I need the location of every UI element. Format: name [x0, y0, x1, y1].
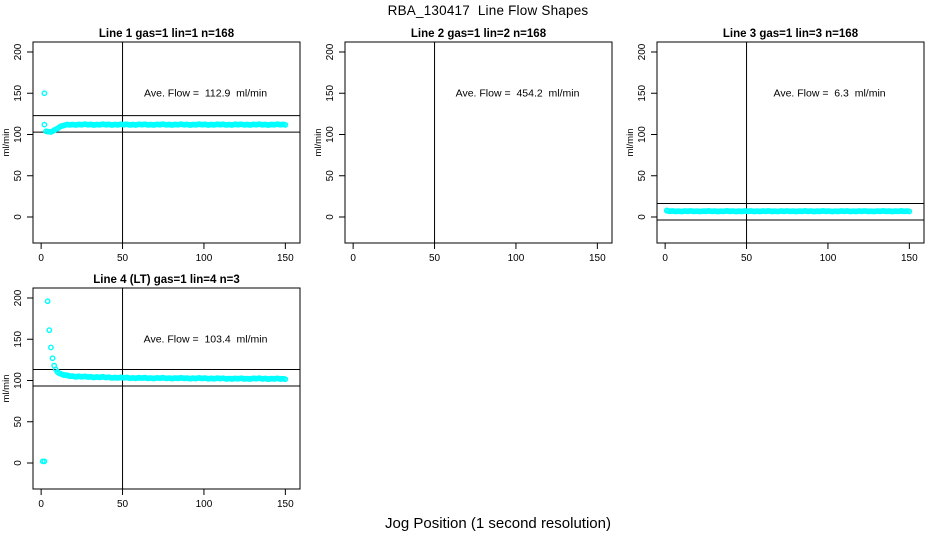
data-point — [41, 90, 48, 97]
y-axis-tick-label: 100 — [325, 126, 336, 143]
x-axis-tick-label: 150 — [277, 499, 294, 510]
data-point — [282, 376, 289, 383]
y-axis-label: ml/min — [1, 129, 12, 157]
y-axis-tick-label: 0 — [637, 214, 648, 220]
panel-line1: Line 1 gas=1 lin=1 n=168 Ave. Flow = 112.… — [0, 22, 312, 268]
x-axis-tick-label: 100 — [508, 253, 525, 264]
data-point — [906, 208, 913, 215]
y-axis-tick-label: 200 — [13, 289, 24, 306]
x-axis-tick-label: 50 — [741, 253, 753, 264]
y-axis-tick-label: 150 — [13, 330, 24, 347]
plot-box — [344, 41, 613, 244]
x-axis-tick-label: 0 — [350, 253, 356, 264]
y-axis-tick-label: 0 — [325, 214, 336, 220]
panel-title: Line 1 gas=1 lin=1 n=168 — [99, 28, 235, 40]
y-axis-tick-label: 50 — [13, 170, 24, 182]
y-axis-label: ml/min — [1, 375, 12, 403]
x-axis-tick-label: 100 — [196, 499, 213, 510]
data-point — [44, 298, 51, 305]
panel-title: Line 4 (LT) gas=1 lin=4 n=3 — [93, 274, 239, 286]
data-point — [41, 458, 48, 465]
panel-title: Line 3 gas=1 lin=3 n=168 — [723, 28, 859, 40]
y-axis-tick-label: 150 — [13, 84, 24, 101]
x-axis-tick-label: 150 — [589, 253, 606, 264]
x-axis-tick-label: 100 — [196, 253, 213, 264]
panel-line4: Line 4 (LT) gas=1 lin=4 n=3 Ave. Flow = 1… — [0, 268, 312, 514]
ave-flow-annotation: Ave. Flow = 454.2 ml/min — [456, 88, 580, 100]
data-point — [41, 121, 48, 128]
figure-xlabel: Jog Position (1 second resolution) — [385, 515, 611, 532]
y-axis-tick-label: 50 — [325, 170, 336, 182]
data-point — [49, 355, 56, 362]
panel-line3: Line 3 gas=1 lin=3 n=168 Ave. Flow = 6.3 … — [624, 22, 936, 268]
data-point — [46, 327, 53, 334]
y-axis-tick-label: 200 — [13, 43, 24, 60]
y-axis-tick-label: 100 — [13, 126, 24, 143]
x-axis-tick-label: 150 — [901, 253, 918, 264]
panel-line3-plot: Line 3 gas=1 lin=3 n=168 Ave. Flow = 6.3 … — [625, 28, 925, 264]
x-axis-tick-label: 0 — [38, 253, 44, 264]
y-axis-label: ml/min — [625, 129, 636, 157]
panel-title: Line 2 gas=1 lin=2 n=168 — [411, 28, 547, 40]
panel-line2: Line 2 gas=1 lin=2 n=168 Ave. Flow = 454.… — [312, 22, 624, 268]
data-points — [39, 298, 289, 465]
ave-flow-annotation: Ave. Flow = 112.9 ml/min — [144, 88, 267, 100]
y-axis-tick-label: 100 — [637, 126, 648, 143]
y-axis-label: ml/min — [313, 129, 324, 157]
panel-line2-plot: Line 2 gas=1 lin=2 n=168 Ave. Flow = 454.… — [313, 28, 613, 264]
data-point — [48, 344, 54, 351]
y-axis-tick-label: 150 — [325, 84, 336, 101]
panel-line1-plot: Line 1 gas=1 lin=1 n=168 Ave. Flow = 112.… — [1, 28, 301, 264]
data-points — [663, 207, 913, 215]
x-axis-tick-label: 0 — [38, 499, 44, 510]
y-axis-tick-label: 0 — [13, 214, 24, 220]
y-axis-tick-label: 150 — [637, 84, 648, 101]
y-axis-tick-label: 50 — [637, 170, 648, 182]
ave-flow-annotation: Ave. Flow = 103.4 ml/min — [144, 334, 268, 346]
y-axis-tick-label: 0 — [13, 460, 24, 466]
y-axis-tick-label: 100 — [13, 372, 24, 389]
x-axis-tick-label: 50 — [429, 253, 441, 264]
x-axis-tick-label: 50 — [117, 499, 129, 510]
panel-line4-plot: Line 4 (LT) gas=1 lin=4 n=3 Ave. Flow = 1… — [1, 274, 301, 510]
data-points — [41, 90, 289, 135]
plot-box — [32, 287, 301, 490]
ave-flow-annotation: Ave. Flow = 6.3 ml/min — [774, 88, 886, 100]
plot-box — [32, 41, 301, 244]
figure-title: RBA_130417 Line Flow Shapes — [387, 3, 589, 18]
plot-box — [656, 41, 925, 244]
y-axis-tick-label: 200 — [637, 43, 648, 60]
x-axis-tick-label: 0 — [662, 253, 668, 264]
y-axis-tick-label: 50 — [13, 416, 24, 428]
x-axis-tick-label: 100 — [820, 253, 837, 264]
x-axis-tick-label: 50 — [117, 253, 129, 264]
x-axis-tick-label: 150 — [277, 253, 294, 264]
y-axis-tick-label: 200 — [325, 43, 336, 60]
data-point — [282, 121, 289, 128]
